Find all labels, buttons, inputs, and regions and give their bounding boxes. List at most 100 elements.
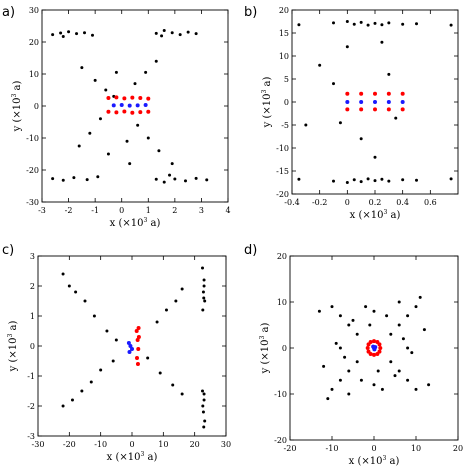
y-tick-label: 10 (29, 70, 39, 79)
x-axis-label-text: x (×10 (349, 456, 383, 467)
y-axis-label-end: a) (260, 323, 271, 336)
data-point-red (375, 340, 380, 345)
y-axis-label-exp: 3 (259, 336, 266, 340)
data-point-black (59, 31, 63, 35)
y-axis-label-end: a) (8, 321, 19, 334)
data-point-black (114, 70, 118, 74)
data-point-black (93, 78, 97, 82)
data-point-black (203, 419, 207, 423)
data-point-black (359, 137, 363, 141)
y-tick-label: 0 (30, 342, 35, 351)
data-point-red (136, 335, 141, 339)
y-tick-label: -15 (276, 167, 289, 176)
data-point-black (397, 369, 401, 373)
data-point-blue (143, 103, 148, 108)
x-axis-label-exp: 3 (383, 209, 387, 216)
data-point-black (326, 397, 330, 401)
data-point-black (366, 177, 370, 181)
y-tick-label: -5 (281, 121, 289, 130)
y-tick-label: -10 (276, 144, 289, 153)
data-point-black (355, 332, 359, 336)
data-point-black (173, 177, 177, 181)
data-point-black (387, 21, 391, 25)
data-point-blue (128, 344, 133, 348)
data-point-red (135, 338, 140, 342)
data-point-black (106, 152, 110, 156)
y-tick-label: 10 (277, 298, 287, 307)
data-point-red (368, 351, 373, 356)
data-point-black (389, 360, 393, 364)
data-point-blue (345, 100, 350, 104)
data-point-black (330, 305, 334, 309)
data-point-black (347, 369, 351, 373)
data-point-black (157, 149, 161, 153)
data-point-black (194, 176, 198, 180)
y-tick-label: 0 (284, 98, 289, 107)
data-point-blue (111, 103, 116, 108)
data-point-black (160, 34, 164, 38)
data-point-black (422, 328, 426, 332)
data-point-black (343, 355, 347, 359)
data-point-black (105, 329, 109, 333)
x-tick-label: 10 (411, 444, 421, 453)
data-point-black (67, 30, 71, 34)
data-point-red (378, 346, 383, 350)
y-tick-label: 5 (284, 75, 289, 84)
data-point-black (318, 63, 322, 67)
data-point-black (359, 20, 363, 24)
data-point-black (397, 323, 401, 327)
data-point-black (170, 31, 174, 35)
data-point-black (51, 33, 55, 37)
y-tick-label: -20 (276, 190, 289, 199)
data-point-red (134, 329, 139, 333)
y-axis-label: y (×103 a) (7, 321, 19, 373)
data-point-black (186, 30, 190, 34)
x-tick-label: 4 (225, 206, 230, 215)
data-point-black (359, 378, 363, 382)
y-tick-label: -3 (27, 432, 35, 441)
data-point-black (380, 387, 384, 391)
data-point-black (61, 178, 65, 182)
data-point-red (400, 91, 405, 96)
data-point-black (345, 20, 349, 23)
data-point-black (146, 136, 150, 140)
plot-frame (41, 9, 229, 203)
y-tick-label: -30 (26, 198, 39, 207)
x-tick-label: 2 (172, 206, 177, 215)
data-point-black (373, 21, 377, 25)
data-point-black (202, 392, 206, 396)
x-axis-label-end: a) (386, 456, 399, 467)
data-point-black (171, 383, 175, 387)
data-point-red (359, 107, 364, 112)
data-point-black (61, 404, 65, 408)
x-axis-label-text: x (×10 (110, 218, 144, 229)
data-point-black (332, 21, 335, 25)
data-point-black (61, 35, 65, 39)
x-tick-label: 30 (221, 440, 231, 449)
y-axis-label-text: y (×10 (260, 340, 271, 375)
y-tick-label: 1 (30, 312, 35, 321)
data-point-black (203, 299, 207, 303)
data-point-black (202, 278, 206, 282)
data-point-black (174, 299, 178, 303)
y-tick-label: 0 (282, 344, 287, 353)
y-tick-label: -20 (26, 166, 39, 175)
x-tick-label: 10 (158, 440, 168, 449)
data-point-black (418, 295, 422, 299)
data-point-black (397, 300, 401, 304)
data-point-black (92, 314, 96, 318)
data-point-black (80, 66, 84, 70)
y-tick-label: 20 (29, 38, 39, 47)
data-point-black (332, 82, 335, 86)
y-axis-label: y (×103 a) (259, 323, 271, 375)
data-point-black (410, 351, 414, 355)
data-point-black (330, 387, 334, 391)
data-point-black (355, 360, 359, 364)
data-point-black (347, 392, 351, 396)
data-point-blue (359, 100, 364, 104)
data-point-black (338, 121, 342, 125)
data-point-red (366, 342, 371, 347)
data-point-black (170, 162, 174, 166)
data-point-black (83, 299, 87, 303)
